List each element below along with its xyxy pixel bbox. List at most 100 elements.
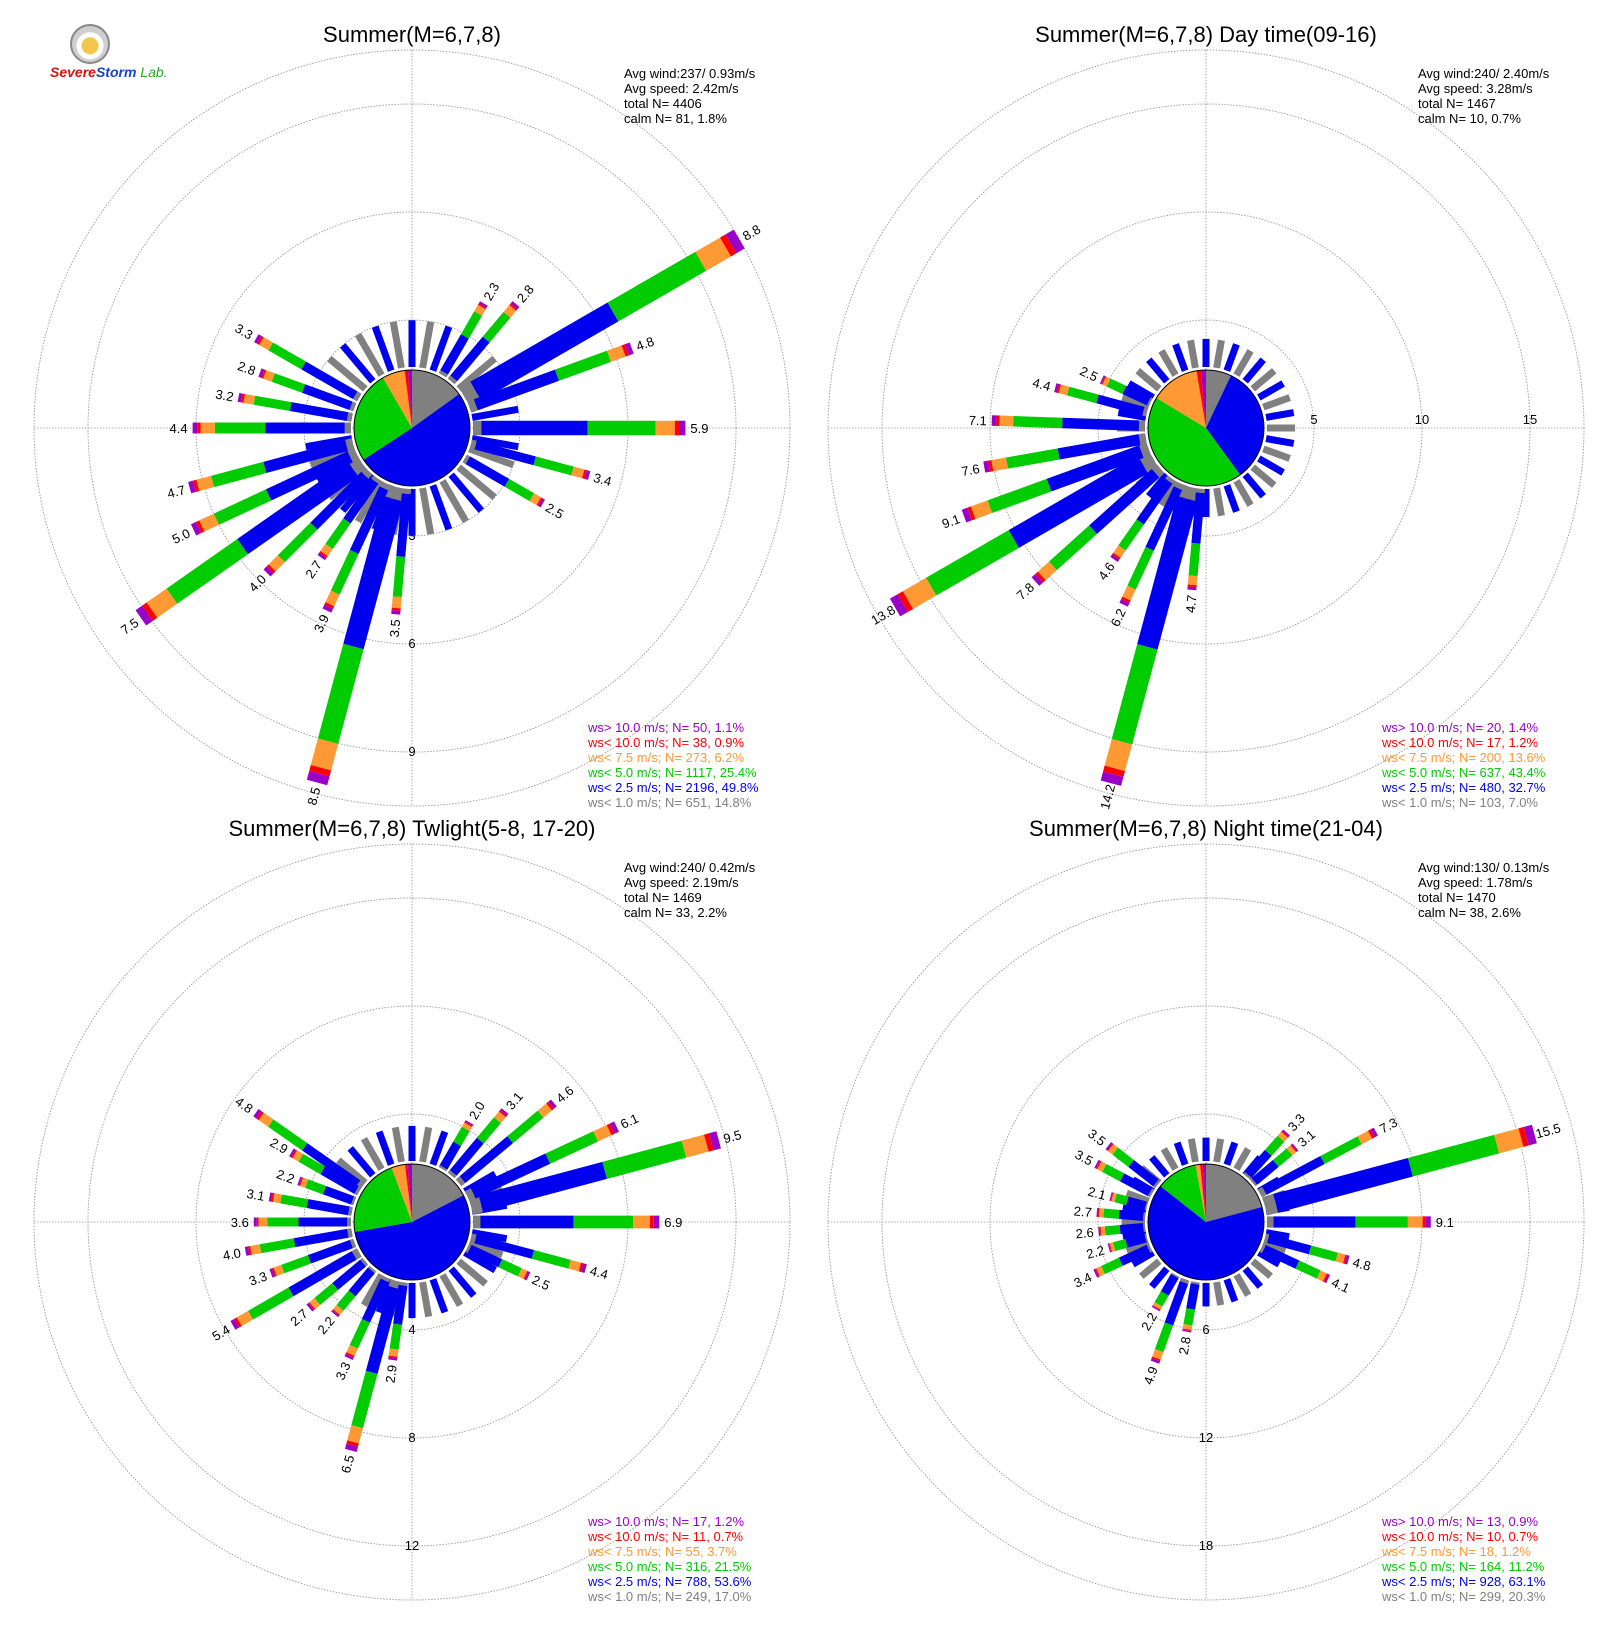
wind-bar-segment <box>609 1121 619 1134</box>
chart-title: Summer(M=6,7,8) Night time(21-04) <box>1029 816 1383 841</box>
wind-bar-segment <box>389 1323 403 1350</box>
wind-bar-segment <box>499 1108 509 1116</box>
bar-value-label: 2.5 <box>543 500 566 522</box>
wind-bar-segment <box>889 594 908 617</box>
wind-bar-segment <box>581 1263 587 1273</box>
spoke-bar <box>1213 339 1225 369</box>
wind-bar-segment <box>288 1251 357 1297</box>
spoke-bar <box>375 1130 395 1166</box>
wind-bar-segment <box>360 1257 369 1267</box>
spoke-bar <box>1233 1273 1252 1297</box>
spoke-bar <box>429 325 453 372</box>
wind-bar-segment <box>320 543 333 557</box>
wind-bar-segment <box>453 1126 470 1147</box>
spoke-bar <box>1149 1266 1170 1289</box>
wind-bar-segment <box>1154 1322 1174 1353</box>
wind-bar-segment <box>236 1310 254 1327</box>
wind-bar-segment <box>351 1370 378 1429</box>
wind-bar-segment <box>361 1278 389 1323</box>
wind-bar-segment <box>268 555 285 572</box>
spoke-bar <box>371 325 395 372</box>
wind-bar-segment <box>268 1119 308 1151</box>
spoke-bar <box>1187 1138 1199 1163</box>
chart-title: Summer(M=6,7,8) Twlight(5-8, 17-20) <box>228 816 595 841</box>
wind-rose-panel-4: Summer(M=6,7,8) Night time(21-04) 6 12 18 Av… <box>827 816 1585 1604</box>
wind-bar-segment <box>322 604 334 613</box>
wind-bar-segment <box>1151 1356 1161 1362</box>
spoke-bar <box>429 1278 449 1314</box>
stats-line: Avg wind:130/ 0.13m/s <box>1418 860 1550 875</box>
wind-bar-segment <box>306 770 330 786</box>
ring-label: 12 <box>405 1538 419 1553</box>
bar-value-label: 3.5 <box>1072 1147 1095 1169</box>
wind-bar-segment <box>1096 1160 1102 1170</box>
wind-bar-segment <box>725 229 745 254</box>
spoke-bar <box>456 1258 488 1287</box>
outer-ring <box>33 49 791 807</box>
chart-title: Summer(M=6,7,8) <box>323 22 501 47</box>
spoke-bar <box>419 1126 433 1163</box>
wind-bar-segment <box>704 1133 714 1152</box>
spoke-bar <box>448 1266 477 1298</box>
wind-bar-segment <box>507 1110 544 1144</box>
legend-entry: ws< 2.5 m/s; N= 788, 53.6% <box>587 1574 752 1589</box>
wind-bar-segment <box>571 466 585 479</box>
bar-value-label: 2.2 <box>274 1166 296 1186</box>
bar-value-label: 4.7 <box>166 482 187 501</box>
wind-bar-segment <box>310 471 369 530</box>
wind-bar-segment <box>1119 1222 1144 1235</box>
wind-bar-segment <box>1113 1238 1128 1251</box>
bar-value-label: 2.5 <box>1078 363 1101 384</box>
wind-bar-segment <box>336 1290 356 1311</box>
spoke-bar <box>391 1126 405 1163</box>
wind-bar-segment <box>1008 455 1148 548</box>
wind-bar-segment <box>1062 417 1140 431</box>
legend-entry: ws< 7.5 m/s; N= 273, 6.2% <box>587 750 745 765</box>
wind-bar-segment <box>1146 1243 1153 1253</box>
bar-value-label: 5.0 <box>170 526 193 547</box>
bar-value-label: 6.1 <box>618 1111 641 1132</box>
spoke-bar <box>1233 1147 1252 1171</box>
wind-bar-segment <box>1126 1196 1147 1211</box>
wind-bar-segment <box>1243 1171 1252 1180</box>
wind-bar-segment <box>237 392 243 403</box>
bar-value-label: 4.0 <box>222 1245 242 1263</box>
ring-label: 6 <box>408 636 415 651</box>
wind-bar-segment <box>324 602 335 609</box>
spoke-bar <box>1122 1203 1147 1215</box>
pie-slice <box>404 1164 412 1222</box>
spoke-bar <box>439 1273 464 1307</box>
wind-bar-segment <box>531 1250 571 1269</box>
wind-bar-segment <box>1054 383 1060 393</box>
wind-bar-segment <box>1100 771 1124 786</box>
bar-value-label: 2.7 <box>302 558 325 581</box>
wind-bar-segment <box>1111 1192 1117 1203</box>
wind-bar-segment <box>447 1169 457 1179</box>
wind-bar-segment <box>695 237 731 271</box>
spoke-bar <box>1160 1147 1179 1171</box>
bar-value-label: 3.1 <box>245 1186 265 1204</box>
wind-bar-segment <box>468 1195 484 1215</box>
wind-bar-segment <box>1316 1270 1327 1282</box>
bar-value-label: 6.9 <box>664 1215 682 1230</box>
wind-bar-segment <box>474 440 536 466</box>
wind-bar-segment <box>352 391 362 402</box>
wind-bar-segment <box>248 1287 294 1320</box>
wind-bar-segment <box>343 478 379 524</box>
spoke-bar <box>471 435 519 451</box>
bar-value-label: 2.8 <box>236 358 258 378</box>
wind-bar-segment <box>257 335 264 345</box>
bar-value-label: 2.0 <box>466 1099 488 1122</box>
wind-bar-segment <box>467 399 478 413</box>
wind-bar-segment <box>554 350 611 381</box>
bar-value-label: 3.3 <box>247 1268 269 1288</box>
bar-value-label: 2.5 <box>530 1272 553 1293</box>
wind-bar-segment <box>1102 376 1111 387</box>
wind-bar-segment <box>237 461 359 555</box>
wind-bar-segment <box>317 552 327 561</box>
bar-value-label: 8.8 <box>740 222 763 244</box>
wind-bar-segment <box>1089 469 1160 534</box>
wind-bar-segment <box>393 1284 408 1325</box>
wind-bar-segment <box>546 1101 554 1111</box>
bar-value-label: 9.1 <box>1436 1215 1454 1230</box>
